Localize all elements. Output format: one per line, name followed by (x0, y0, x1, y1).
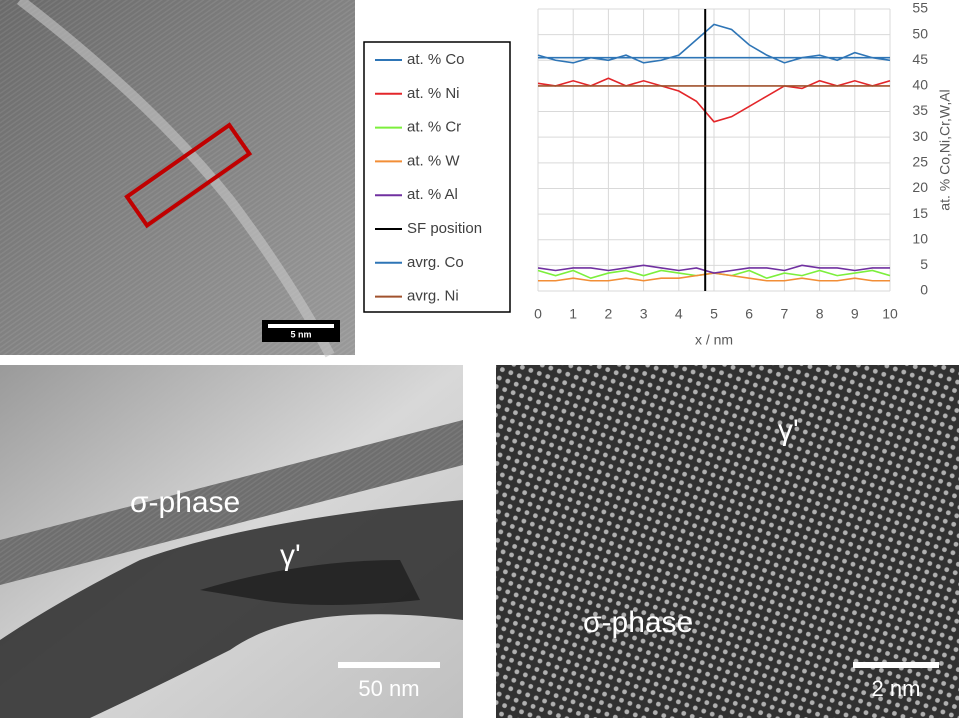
y-tick-label: 50 (912, 25, 928, 41)
x-tick-label: 10 (882, 306, 898, 322)
hrtem-image-bottom-right: γ' σ-phase 2 nm (496, 365, 959, 718)
x-tick-label: 1 (569, 306, 577, 322)
y-tick-label: 25 (912, 154, 928, 170)
x-tick-label: 9 (851, 306, 859, 322)
y-tick-label: 20 (912, 179, 928, 195)
x-axis-title: x / nm (695, 332, 733, 348)
x-tick-label: 6 (745, 306, 753, 322)
y-tick-label: 45 (912, 51, 928, 67)
x-tick-label: 8 (816, 306, 824, 322)
legend-label: at. % Co (407, 51, 465, 68)
series-line (537, 264, 890, 274)
y-tick-label: 40 (912, 77, 928, 93)
legend-label: at. % Ni (407, 85, 460, 102)
x-tick-label: 3 (640, 306, 648, 322)
tem-image-top: 5 nm (0, 0, 355, 358)
y-tick-label: 55 (912, 0, 928, 16)
legend-label: at. % Al (407, 186, 458, 203)
legend-label: at. % W (407, 152, 460, 169)
x-tick-label: 5 (710, 306, 718, 322)
series-line (537, 23, 891, 64)
y-tick-label: 0 (920, 282, 928, 298)
x-tick-label: 0 (534, 306, 542, 322)
scale-bar-label: 2 nm (872, 676, 921, 701)
legend-label: at. % Cr (407, 119, 461, 136)
legend-label: avrg. Co (407, 254, 464, 271)
scale-bar-label: 5 nm (290, 329, 311, 339)
legend-label: SF position (407, 220, 482, 237)
series-line (537, 77, 891, 123)
y-tick-label: 35 (912, 102, 928, 118)
legend-label: avrg. Ni (407, 288, 459, 305)
legend-box (363, 41, 511, 313)
x-tick-label: 4 (675, 306, 683, 322)
y-tick-label: 15 (912, 205, 928, 221)
phase-label: σ-phase (583, 606, 693, 639)
y-tick-label: 10 (912, 230, 928, 246)
y-axis-title: at. % Co,Ni,Cr,W,Al (937, 89, 953, 210)
y-tick-label: 5 (920, 256, 928, 272)
x-tick-label: 2 (605, 306, 613, 322)
x-tick-label: 7 (781, 306, 789, 322)
phase-label: γ' (778, 414, 799, 447)
phase-label: σ-phase (130, 486, 240, 519)
phase-label: γ' (280, 539, 301, 572)
tem-image-bottom-left: σ-phase γ' 50 nm (0, 365, 463, 718)
y-tick-label: 30 (912, 128, 928, 144)
scale-bar-label: 50 nm (358, 676, 419, 701)
